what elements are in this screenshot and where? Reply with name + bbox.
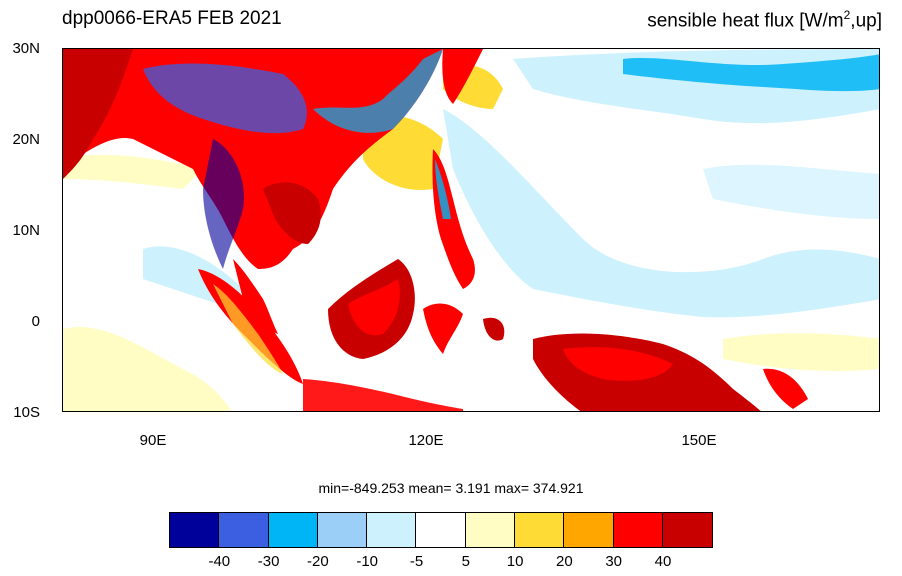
colorbar-label: 20 xyxy=(556,553,573,570)
land-cold-highland xyxy=(143,63,307,134)
ocean-cool-zone-1 xyxy=(443,109,879,318)
lat-label-10n: 10N xyxy=(12,222,40,239)
colorbar-label: -20 xyxy=(307,553,329,570)
colorbar-swatch xyxy=(367,513,417,547)
title-right-sup: 2 xyxy=(843,8,851,22)
land-java xyxy=(303,379,463,411)
colorbar xyxy=(169,512,714,548)
land-malay-peninsula xyxy=(233,259,278,334)
lat-label-30n: 30N xyxy=(12,40,40,57)
land-cold-myanmar xyxy=(203,139,244,269)
land-moluccas xyxy=(483,317,505,341)
land-borneo-inner xyxy=(348,279,400,336)
land-indochina-hot xyxy=(263,182,321,244)
colorbar-label: 30 xyxy=(605,553,623,570)
title-right-suffix: ,up] xyxy=(850,10,882,32)
ocean-warm-zone-3 xyxy=(723,333,879,371)
land-philippines-cold xyxy=(435,159,451,219)
land-india xyxy=(63,49,133,179)
land-taiwan xyxy=(442,49,483,104)
land-new-guinea-inner xyxy=(563,347,673,381)
colorbar-swatch xyxy=(613,513,663,547)
colorbar-label: -5 xyxy=(409,553,424,570)
lon-label-150e: 150E xyxy=(681,432,717,449)
lon-label-120e: 120E xyxy=(408,432,444,449)
colorbar-swatch xyxy=(170,513,220,547)
colorbar-swatch xyxy=(416,513,466,547)
title-right-prefix: sensible heat flux [W/m xyxy=(647,10,844,32)
ocean-cool-zone-4 xyxy=(703,164,879,219)
colorbar-swatch xyxy=(219,513,269,547)
ocean-warm-zone-1 xyxy=(63,327,232,411)
colorbar-label: -40 xyxy=(208,553,231,570)
colorbar-swatch xyxy=(564,513,614,547)
land-sulawesi xyxy=(423,303,463,354)
colorbar-swatch xyxy=(515,513,565,547)
ocean-cold-zone xyxy=(623,54,879,92)
colorbar-label: 5 xyxy=(461,553,470,570)
colorbar-swatch xyxy=(317,513,368,547)
ocean-warm-zone-2 xyxy=(63,154,203,189)
lat-label-20n: 20N xyxy=(12,131,40,148)
land-sumatra-inner xyxy=(213,284,283,374)
colorbar-label: 10 xyxy=(506,553,524,570)
plot-title-right: sensible heat flux [W/m2,up] xyxy=(647,8,882,32)
land-cold-southchina xyxy=(313,49,443,133)
colorbar-label: 40 xyxy=(654,553,672,570)
colorbar-swatch xyxy=(268,513,318,547)
map-svg xyxy=(63,49,879,411)
lon-label-90e: 90E xyxy=(139,432,167,449)
map-panel xyxy=(62,48,880,412)
lat-label-10s: 10S xyxy=(13,404,40,421)
land-asia-mainland xyxy=(63,49,443,269)
colorbar-label: -30 xyxy=(257,553,280,570)
lat-label-0: 0 xyxy=(31,313,40,330)
colorbar-swatch xyxy=(662,513,713,547)
plot-title-left: dpp0066-ERA5 FEB 2021 xyxy=(62,8,282,29)
stats-summary: min=-849.253 mean= 3.191 max= 374.921 xyxy=(318,480,584,496)
land-bismarck xyxy=(763,368,808,409)
colorbar-label: -10 xyxy=(356,553,379,570)
colorbar-swatch xyxy=(465,513,516,547)
